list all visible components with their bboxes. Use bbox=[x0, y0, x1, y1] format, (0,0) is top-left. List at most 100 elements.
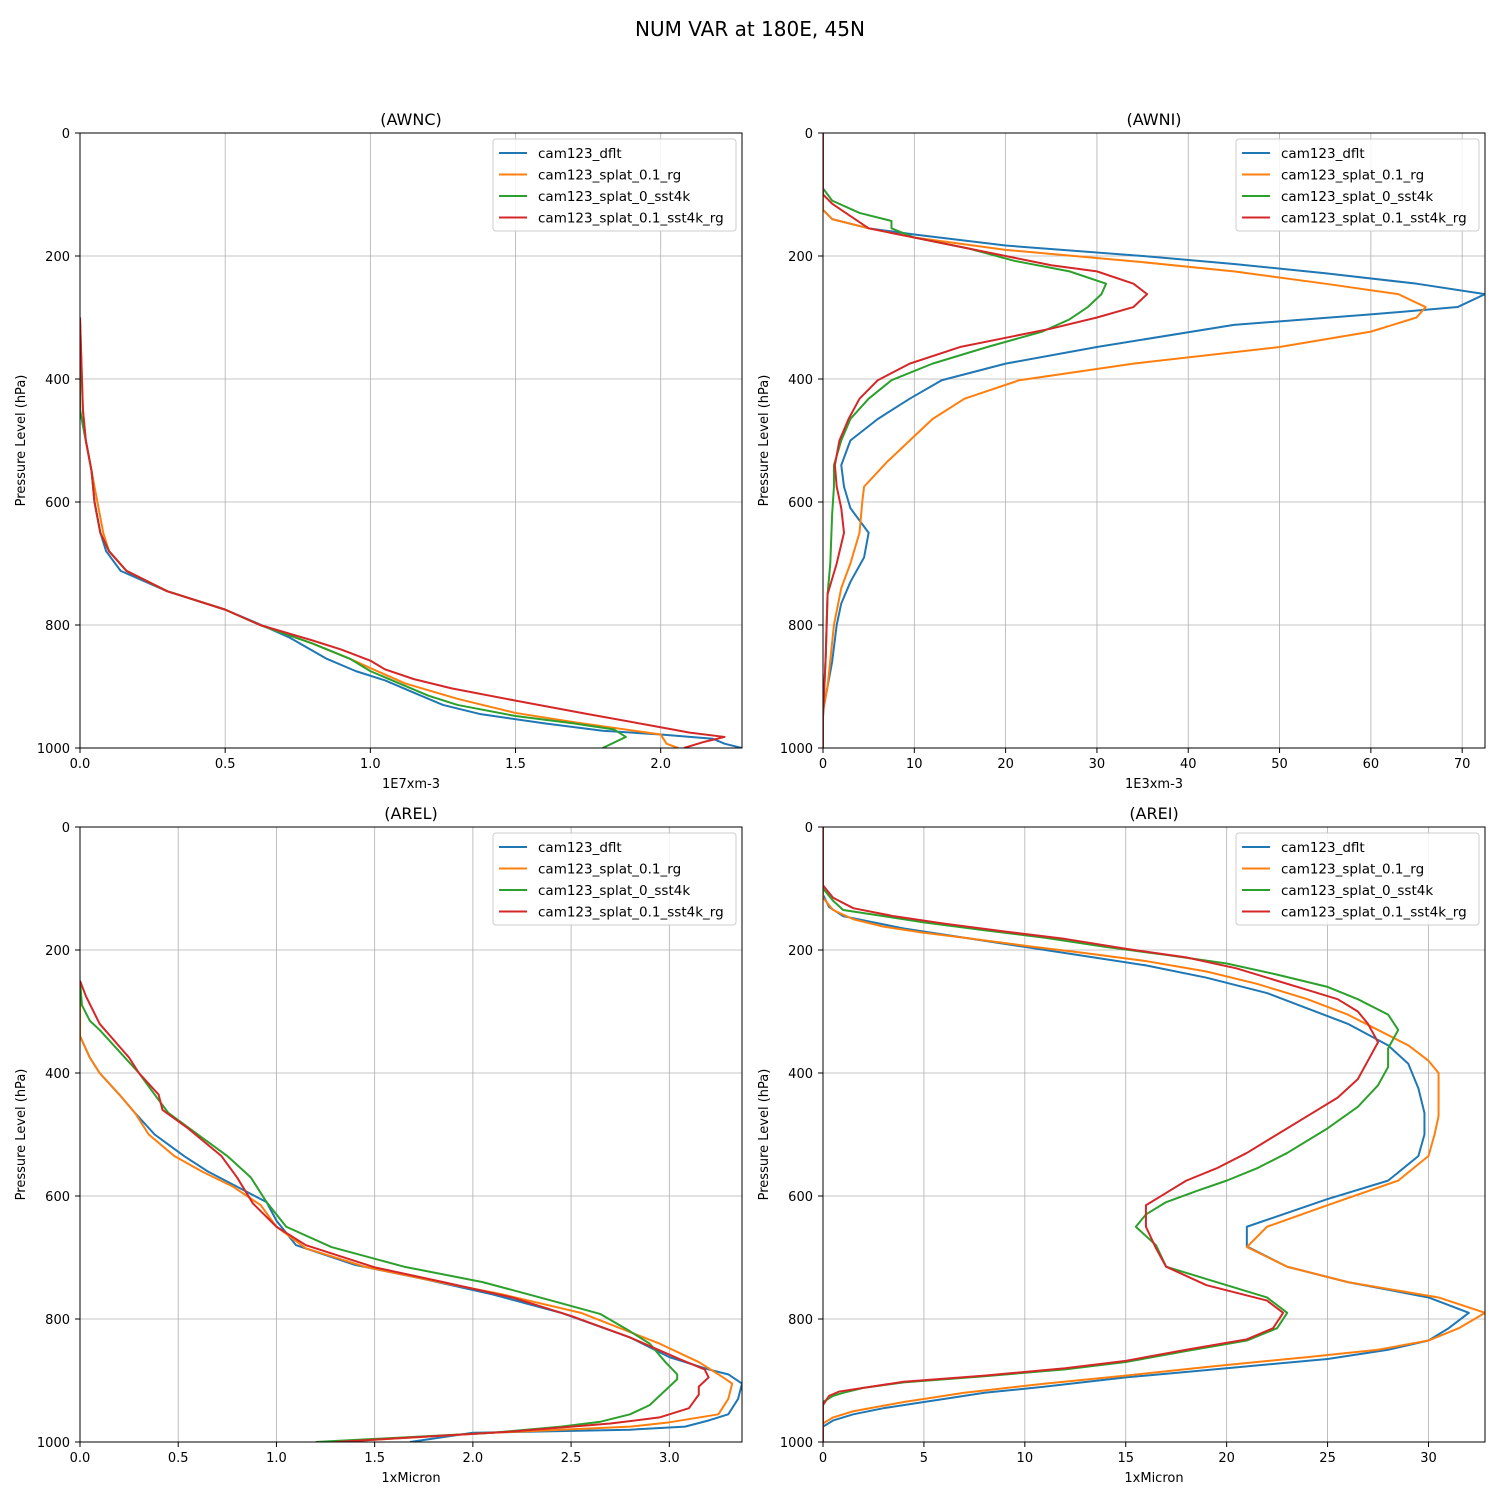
arei-series-line-3 bbox=[823, 827, 1380, 1442]
arei-axes-frame bbox=[822, 826, 1486, 1443]
awnc-series-line-1 bbox=[80, 317, 679, 748]
panel-arei: 0 5 10 15 20 25 30 0 200 400 600 800 1000 1xMicron Pre… bbox=[757, 804, 1486, 1486]
awnc-panel-title: (AWNC) bbox=[380, 110, 442, 129]
panel-arel: 0.0 0.5 1.0 1.5 2.0 2.5 3.0 0 200 400 600 800 1000 1x… bbox=[14, 804, 743, 1486]
awnc-ytick-label: 0 bbox=[62, 127, 70, 142]
awni-ytick-label: 800 bbox=[788, 619, 813, 634]
awni-ytick-label: 1000 bbox=[780, 742, 813, 757]
arei-legend: cam123_dflt cam123_splat_0.1_rg cam123_spl… bbox=[1235, 832, 1480, 926]
arei-ytick-label: 400 bbox=[788, 1067, 813, 1082]
arei-xtick-label: 25 bbox=[1319, 1451, 1336, 1466]
awni-xtick-label: 70 bbox=[1454, 757, 1471, 772]
arel-ytick-label: 400 bbox=[45, 1067, 70, 1082]
awni-legend-label: cam123_splat_0.1_rg bbox=[1281, 168, 1424, 184]
arel-ytick-label: 0 bbox=[62, 821, 70, 836]
arei-ytick-label: 1000 bbox=[780, 1436, 813, 1451]
awni-ytick-label: 400 bbox=[788, 373, 813, 388]
awnc-legend-label: cam123_dflt bbox=[538, 146, 622, 162]
awnc-ytick-label: 800 bbox=[45, 619, 70, 634]
awnc-legend-label: cam123_splat_0.1_sst4k_rg bbox=[538, 211, 724, 227]
awnc-ytick-label: 1000 bbox=[37, 742, 70, 757]
arel-series-line-3 bbox=[80, 980, 710, 1442]
awni-series-group bbox=[823, 133, 1485, 748]
awni-xaxis-label: 1E3xm-3 bbox=[1125, 777, 1183, 792]
awni-legend-label: cam123_splat_0_sst4k bbox=[1281, 189, 1433, 205]
panel-awni: 0 10 20 30 40 50 60 70 0 200 400 600 800 1000 1E3xm-3 P… bbox=[757, 110, 1486, 792]
awni-xtick-label: 50 bbox=[1271, 757, 1288, 772]
arei-yaxis-label: Pressure Level (hPa) bbox=[757, 1069, 772, 1201]
awni-xtick-label: 30 bbox=[1089, 757, 1106, 772]
awnc-xaxis-label: 1E7xm-3 bbox=[382, 777, 440, 792]
awni-legend-label: cam123_splat_0.1_sst4k_rg bbox=[1281, 211, 1467, 227]
arel-xtick-label: 1.5 bbox=[364, 1451, 385, 1466]
arei-xtick-label: 20 bbox=[1218, 1451, 1235, 1466]
arel-series-line-0 bbox=[80, 980, 742, 1442]
arel-legend-label: cam123_splat_0.1_rg bbox=[538, 862, 681, 878]
arel-ytick-label: 1000 bbox=[37, 1436, 70, 1451]
arei-xtick-label: 15 bbox=[1117, 1451, 1134, 1466]
arel-series-line-2 bbox=[80, 980, 679, 1442]
awnc-xtick-label: 1.5 bbox=[505, 757, 526, 772]
awnc-yaxis-label: Pressure Level (hPa) bbox=[14, 375, 29, 507]
awni-legend: cam123_dflt cam123_splat_0.1_rg cam123_spl… bbox=[1235, 138, 1480, 232]
arel-xtick-label: 2.0 bbox=[463, 1451, 484, 1466]
awnc-series-line-3 bbox=[80, 317, 726, 748]
awnc-ytick-label: 400 bbox=[45, 373, 70, 388]
arel-legend-label: cam123_dflt bbox=[538, 840, 622, 856]
awnc-legend: cam123_dflt cam123_splat_0.1_rg cam123_spl… bbox=[492, 138, 737, 232]
arel-series-line-1 bbox=[80, 980, 734, 1442]
arel-panel-title: (AREL) bbox=[384, 804, 438, 823]
arel-xtick-label: 0.5 bbox=[168, 1451, 189, 1466]
arei-legend-label: cam123_splat_0_sst4k bbox=[1281, 883, 1433, 899]
awnc-xtick-label: 1.0 bbox=[360, 757, 381, 772]
awni-legend-label: cam123_dflt bbox=[1281, 146, 1365, 162]
awnc-legend-label: cam123_splat_0.1_rg bbox=[538, 168, 681, 184]
awni-ytick-label: 600 bbox=[788, 496, 813, 511]
awnc-ytick-label: 600 bbox=[45, 496, 70, 511]
awni-series-line-1 bbox=[823, 133, 1427, 748]
awni-ytick-label: 200 bbox=[788, 250, 813, 265]
panels-container: 0.0 0.5 1.0 1.5 2.0020040060080010001E7xm-3P… bbox=[14, 110, 1486, 1486]
arei-xtick-label: 10 bbox=[1017, 1451, 1034, 1466]
awnc-legend-label: cam123_splat_0_sst4k bbox=[538, 189, 690, 205]
awnc-xtick-label: 0.5 bbox=[215, 757, 236, 772]
awni-series-line-0 bbox=[823, 133, 1485, 748]
awnc-ytick-label: 200 bbox=[45, 250, 70, 265]
awnc-xtick-label: 0.0 bbox=[70, 757, 91, 772]
arel-ytick-label: 800 bbox=[45, 1313, 70, 1328]
arel-xtick-label: 0.0 bbox=[70, 1451, 91, 1466]
arei-xtick-label: 30 bbox=[1420, 1451, 1437, 1466]
arel-legend: cam123_dflt cam123_splat_0.1_rg cam123_spl… bbox=[492, 832, 737, 926]
arei-panel-title: (AREI) bbox=[1129, 804, 1178, 823]
arei-ytick-label: 600 bbox=[788, 1190, 813, 1205]
awni-xtick-label: 10 bbox=[906, 757, 923, 772]
awni-xtick-label: 0 bbox=[819, 757, 827, 772]
arei-series-group bbox=[823, 827, 1485, 1442]
awni-xtick-label: 40 bbox=[1180, 757, 1197, 772]
awni-xtick-label: 20 bbox=[997, 757, 1014, 772]
awnc-legend-box bbox=[492, 138, 737, 232]
arei-legend-label: cam123_splat_0.1_sst4k_rg bbox=[1281, 905, 1467, 921]
arei-ytick-label: 800 bbox=[788, 1313, 813, 1328]
arei-series-line-1 bbox=[823, 827, 1485, 1442]
panel-awnc: 0.0 0.5 1.0 1.5 2.0 0 200 400 600 800 1000 1E7xm-3 P… bbox=[14, 110, 743, 792]
arei-legend-label: cam123_splat_0.1_rg bbox=[1281, 862, 1424, 878]
awni-legend-box bbox=[1235, 138, 1480, 232]
arel-legend-box bbox=[492, 832, 737, 926]
arei-xtick-label: 0 bbox=[819, 1451, 827, 1466]
arel-ytick-label: 200 bbox=[45, 944, 70, 959]
arel-axes-frame bbox=[79, 826, 743, 1443]
awnc-series-line-0 bbox=[80, 317, 742, 748]
arel-xtick-label: 1.0 bbox=[266, 1451, 287, 1466]
arei-legend-box bbox=[1235, 832, 1480, 926]
arel-yaxis-label: Pressure Level (hPa) bbox=[14, 1069, 29, 1201]
awni-xtick-label: 60 bbox=[1363, 757, 1380, 772]
awni-panel-title: (AWNI) bbox=[1126, 110, 1181, 129]
arei-xaxis-label: 1xMicron bbox=[1124, 1471, 1183, 1486]
awnc-series-line-2 bbox=[80, 317, 627, 748]
arel-xtick-label: 3.0 bbox=[659, 1451, 680, 1466]
figure-title: NUM VAR at 180E, 45N bbox=[635, 17, 865, 41]
awni-ytick-label: 0 bbox=[805, 127, 813, 142]
arel-legend-label: cam123_splat_0_sst4k bbox=[538, 883, 690, 899]
